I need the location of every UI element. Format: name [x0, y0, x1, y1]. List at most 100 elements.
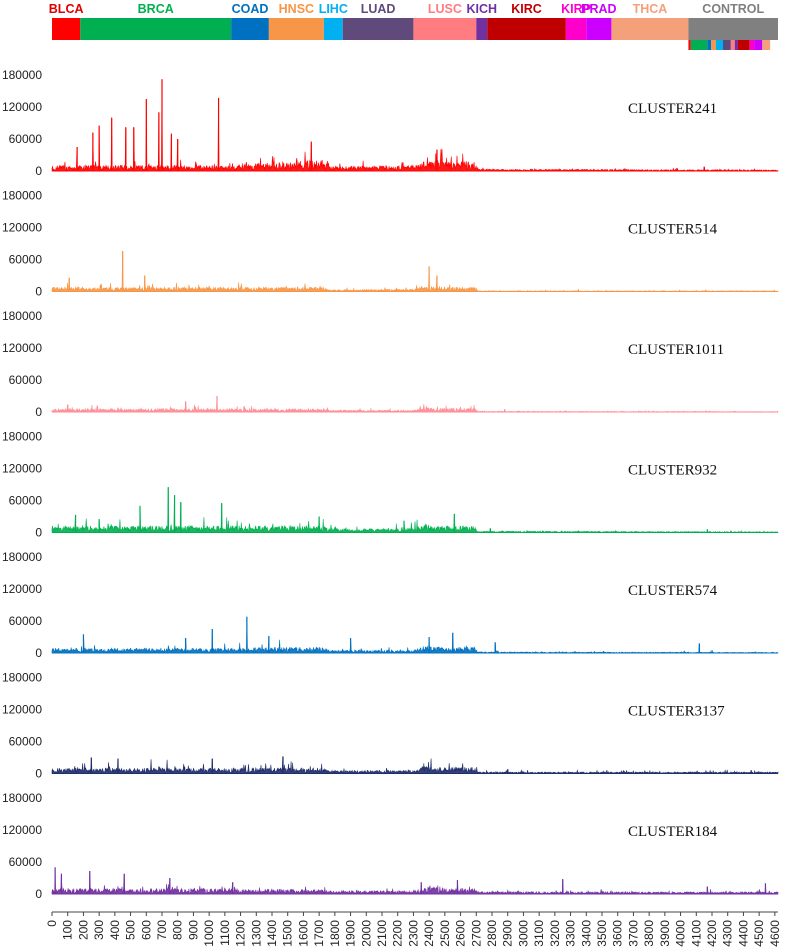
- y-tick-label: 120000: [2, 703, 42, 717]
- x-tick-label: 2600: [454, 920, 468, 947]
- control-subgroup-bar: [723, 40, 731, 50]
- y-tick-label: 0: [35, 285, 42, 299]
- x-tick-label: 600: [139, 920, 153, 940]
- group-label-lusc: LUSC: [428, 2, 462, 16]
- x-tick-label: 3500: [595, 920, 609, 947]
- cluster-label: CLUSTER1011: [628, 342, 724, 358]
- group-bar-lihc: [323, 18, 343, 40]
- x-tick-label: 2000: [359, 920, 373, 947]
- group-label-kirc: KIRC: [511, 2, 542, 16]
- group-label-kich: KICH: [467, 2, 498, 16]
- control-subgroup-bar: [737, 40, 750, 50]
- group-label-control: CONTROL: [702, 2, 764, 16]
- x-tick-label: 2500: [438, 920, 452, 947]
- x-tick-label: 4600: [768, 920, 782, 947]
- x-tick-label: 2200: [391, 920, 405, 947]
- group-label-blca: BLCA: [49, 2, 84, 16]
- control-subgroup-bar: [711, 40, 716, 50]
- x-tick-label: 1500: [281, 920, 295, 947]
- x-tick-label: 3200: [548, 920, 562, 947]
- control-subgroup-bar: [730, 40, 735, 50]
- panel-cluster514: 0 60000 120000 180000 CLUSTER514: [2, 189, 779, 299]
- series-area: [51, 616, 779, 654]
- group-bar-blca: [52, 18, 81, 40]
- x-tick-label: 4100: [689, 920, 703, 947]
- series-area: [51, 395, 779, 413]
- x-tick-label: 3400: [579, 920, 593, 947]
- y-tick-label: 120000: [2, 341, 42, 355]
- group-bar-thca: [611, 18, 689, 40]
- y-tick-label: 180000: [2, 550, 42, 564]
- y-tick-label: 180000: [2, 189, 42, 203]
- control-subgroup-bar: [754, 40, 763, 50]
- group-bar-coad: [231, 18, 269, 40]
- series-area: [51, 79, 779, 172]
- y-tick-label: 180000: [2, 671, 42, 685]
- x-tick-label: 3100: [532, 920, 546, 947]
- y-tick-label: 180000: [2, 68, 42, 82]
- x-tick-label: 1100: [218, 920, 232, 946]
- y-tick-label: 180000: [2, 791, 42, 805]
- y-tick-label: 60000: [9, 373, 43, 387]
- x-tick-label: 2900: [501, 920, 515, 947]
- x-tick-label: 1900: [344, 920, 358, 947]
- x-tick-label: 1000: [202, 920, 216, 947]
- panel-cluster3137: 0 60000 120000 180000 CLUSTER3137: [2, 671, 779, 781]
- y-tick-label: 60000: [9, 735, 43, 749]
- x-tick-label: 4400: [736, 920, 750, 947]
- y-tick-label: 0: [35, 646, 42, 660]
- y-tick-label: 60000: [9, 855, 43, 869]
- x-tick-label: 700: [155, 920, 169, 940]
- group-bar-kirp: [565, 18, 587, 40]
- y-tick-label: 60000: [9, 132, 43, 146]
- y-tick-label: 60000: [9, 614, 43, 628]
- group-label-kirp: KIRP: [561, 2, 591, 16]
- control-subgroup-bar: [734, 40, 738, 50]
- x-tick-label: 200: [76, 920, 90, 940]
- x-tick-label: 1300: [249, 920, 263, 947]
- y-tick-label: 120000: [2, 462, 42, 476]
- group-bar-prad: [586, 18, 612, 40]
- x-tick-label: 1800: [328, 920, 342, 947]
- cluster-label: CLUSTER574: [628, 583, 718, 599]
- panel-cluster932: 0 60000 120000 180000 CLUSTER932: [2, 430, 779, 540]
- group-label-prad: PRAD: [581, 2, 616, 16]
- panel-cluster241: 0 60000 120000 180000 CLUSTER241: [2, 68, 779, 178]
- group-bar-kich: [476, 18, 488, 40]
- group-bar-kirc: [487, 18, 566, 40]
- x-tick-label: 4300: [721, 920, 735, 947]
- x-tick-label: 3600: [611, 920, 625, 947]
- x-tick-label: 3800: [642, 920, 656, 947]
- x-tick-label: 100: [61, 920, 75, 940]
- x-tick-label: 3000: [516, 920, 530, 947]
- sample-group-band: BLCA BRCA COAD HNSC LIHC LUAD LUSC KICH KIRC KIRP…: [49, 2, 778, 50]
- x-tick-label: 1400: [265, 920, 279, 947]
- cluster-label: CLUSTER932: [628, 463, 717, 479]
- group-bar-brca: [80, 18, 232, 40]
- control-subgroup-bar: [690, 40, 708, 50]
- control-subgroup-bar: [707, 40, 712, 50]
- y-tick-label: 0: [35, 887, 42, 901]
- x-tick-label: 3900: [658, 920, 672, 947]
- group-bar-luad: [342, 18, 414, 40]
- x-tick-label: 4000: [674, 920, 688, 947]
- x-tick-label: 1200: [234, 920, 248, 947]
- x-tick-label: 500: [124, 920, 138, 940]
- x-tick-label: 1600: [296, 920, 310, 947]
- group-label-thca: THCA: [633, 2, 668, 16]
- group-bar-lusc: [413, 18, 477, 40]
- group-bar-hnsc: [268, 18, 324, 40]
- x-tick-label: 800: [171, 920, 185, 940]
- y-tick-label: 0: [35, 526, 42, 540]
- series-area: [51, 756, 779, 775]
- y-tick-label: 60000: [9, 253, 43, 267]
- x-tick-label: 3700: [626, 920, 640, 947]
- y-tick-label: 180000: [2, 430, 42, 444]
- x-tick-label: 1700: [312, 920, 326, 947]
- cluster-label: CLUSTER241: [628, 101, 717, 117]
- y-tick-label: 0: [35, 405, 42, 419]
- x-tick-label: 400: [108, 920, 122, 940]
- y-tick-label: 120000: [2, 221, 42, 235]
- cluster-label: CLUSTER3137: [628, 704, 725, 720]
